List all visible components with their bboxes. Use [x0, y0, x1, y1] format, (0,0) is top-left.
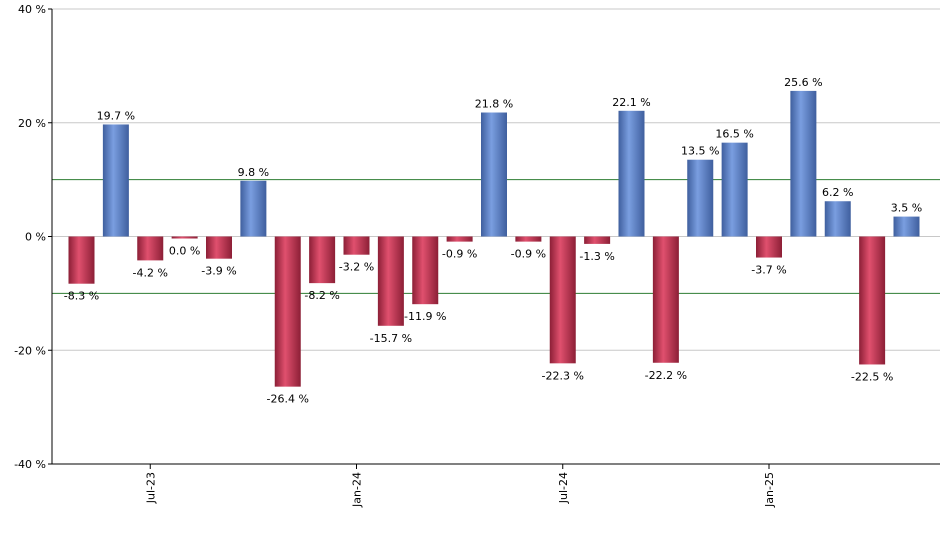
bar [756, 236, 782, 258]
data-label: 19.7 % [97, 109, 135, 122]
data-label: 6.2 % [822, 186, 853, 199]
bar [687, 159, 714, 237]
y-tick-label: -40 % [14, 458, 46, 471]
bar [240, 180, 267, 237]
y-tick-label: 20 % [18, 117, 46, 130]
data-label: -15.7 % [370, 332, 412, 345]
x-tick-label: Jul-23 [144, 472, 157, 504]
bar [652, 236, 679, 363]
y-tick-label: 40 % [18, 3, 46, 16]
bar [102, 124, 129, 237]
bar [515, 236, 542, 242]
x-tick-label: Jul-24 [557, 472, 570, 504]
data-label: -8.2 % [304, 289, 339, 302]
bar [343, 236, 370, 255]
data-label: 22.1 % [612, 96, 650, 109]
x-tick-label: Jan-24 [351, 472, 364, 508]
bar [137, 236, 164, 261]
y-tick-label: -20 % [14, 344, 46, 357]
data-label: -26.4 % [267, 393, 309, 406]
bar [859, 236, 886, 365]
data-label: 16.5 % [715, 128, 753, 141]
bar [721, 142, 748, 237]
bar [274, 236, 301, 387]
y-tick-label: 0 % [25, 231, 46, 244]
bar [68, 236, 95, 284]
bar [309, 236, 336, 284]
data-label: -1.3 % [579, 250, 614, 263]
x-tick-label: Jan-25 [763, 472, 776, 508]
data-label: -0.9 % [511, 248, 546, 261]
data-label: 9.8 % [238, 166, 269, 179]
data-label: -0.9 % [442, 248, 477, 261]
bar [824, 201, 851, 237]
data-label: -3.9 % [201, 265, 236, 278]
bar [171, 236, 198, 239]
bar [549, 236, 576, 364]
bar [412, 236, 439, 305]
data-label: 13.5 % [681, 145, 719, 158]
bars [68, 90, 920, 387]
bar [893, 216, 920, 237]
data-label: -4.2 % [133, 266, 168, 279]
data-label: -22.2 % [645, 369, 687, 382]
bar [618, 110, 645, 237]
bar [481, 112, 507, 237]
data-label: 25.6 % [784, 76, 822, 89]
data-label: -22.3 % [542, 369, 584, 382]
data-label: 21.8 % [475, 98, 513, 111]
data-label: -3.7 % [751, 264, 786, 277]
bar [446, 236, 473, 242]
data-label: 0.0 % [169, 245, 200, 258]
bar [790, 90, 817, 237]
bar [377, 236, 404, 326]
axes: 40 % 20 % 0 % -20 % -40 % Jul-23 Jan-24 Jul-24 J… [14, 3, 940, 508]
bar [584, 236, 611, 244]
data-label: -11.9 % [404, 310, 446, 323]
data-labels: -8.3 % 19.7 % -4.2 %0.0 %-3.9 % 9.8 % -26.4 … [64, 76, 922, 406]
data-label: -8.3 % [64, 290, 99, 303]
data-label: 3.5 % [891, 202, 922, 215]
bar [206, 236, 232, 259]
data-label: -3.2 % [339, 261, 374, 274]
data-label: -22.5 % [851, 370, 893, 383]
